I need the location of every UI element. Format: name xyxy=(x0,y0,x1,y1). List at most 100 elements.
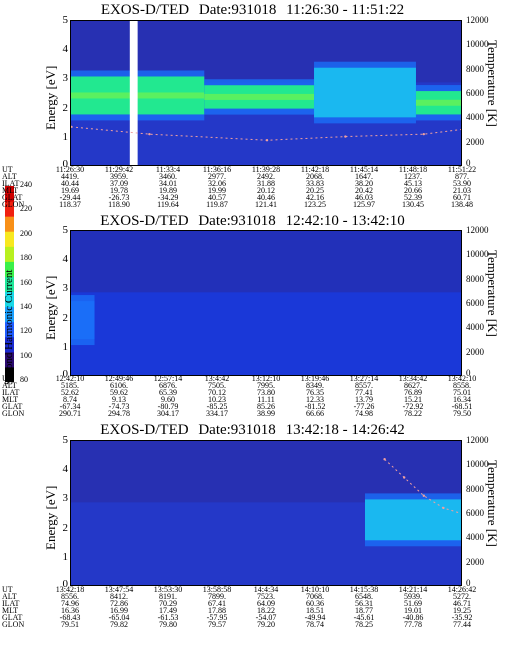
orbit-cell: 53.90 xyxy=(453,178,471,188)
orbit-row-label: ALT xyxy=(2,380,17,390)
orbit-cell: 13:19:46 xyxy=(300,374,330,383)
orbit-cell: 2977. xyxy=(208,171,226,181)
orbit-cell: 7505. xyxy=(208,380,226,390)
orbit-cell: 13:27:14 xyxy=(349,374,379,383)
colorbar-tick: 120 xyxy=(20,326,32,336)
panel-2-title-range: 12:42:10 - 13:42:10 xyxy=(285,213,405,229)
colorbar-tick: 140 xyxy=(20,302,32,311)
orbit-cell: 77.41 xyxy=(355,387,373,397)
orbit-cell: 8627. xyxy=(404,380,422,390)
orbit-cell: 76.89 xyxy=(404,387,422,397)
orbit-cell: 121.41 xyxy=(255,199,277,209)
orbit-cell: 2492. xyxy=(257,171,275,181)
orbit-cell: 8349. xyxy=(306,380,324,390)
orbit-cell: -68.43 xyxy=(59,612,81,622)
orbit-cell: -65.04 xyxy=(108,612,130,622)
panel-1-title-range: 11:26:30 - 11:51:22 xyxy=(286,2,405,18)
orbit-cell: 4419. xyxy=(61,171,79,181)
orbit-cell: 78.74 xyxy=(306,619,324,629)
y-tick-label: 4 xyxy=(62,463,69,476)
orbit-cell: 56.31 xyxy=(355,598,373,608)
y-tick-label: 5 xyxy=(62,434,69,446)
orbit-cell: -26.73 xyxy=(108,192,130,202)
orbit-cell: 52.62 xyxy=(61,387,79,397)
orbit-cell: 13.79 xyxy=(355,394,373,404)
right-tick-label: 2000 xyxy=(466,136,484,147)
right-tick-label: 4000 xyxy=(466,112,484,123)
energy-band xyxy=(71,301,95,340)
orbit-cell: 46.71 xyxy=(453,598,471,608)
y-tick-label: 0 xyxy=(62,578,69,590)
orbit-cell: 52.39 xyxy=(404,192,422,202)
orbit-cell: 59.62 xyxy=(110,387,128,397)
orbit-cell: 11:42:18 xyxy=(300,165,330,174)
orbit-cell: 13:42:18 xyxy=(55,585,85,594)
orbit-cell: 11:36:16 xyxy=(202,165,232,174)
orbit-cell: 13:42:10 xyxy=(447,374,477,383)
orbit-row-label: GLAT xyxy=(2,612,23,622)
orbit-cell: 14:4:34 xyxy=(253,585,279,594)
orbit-cell: 75.01 xyxy=(453,387,471,397)
orbit-cell: -29.44 xyxy=(59,192,81,202)
orbit-cell: 20.25 xyxy=(306,185,324,195)
orbit-cell: 74.96 xyxy=(61,598,79,608)
colorbar-tick: 220 xyxy=(20,204,32,214)
orbit-cell: 77.78 xyxy=(404,619,422,629)
colorbar-swatch xyxy=(5,321,14,338)
orbit-cell: -68.51 xyxy=(451,401,473,411)
colorbar-swatch xyxy=(5,351,14,368)
orbit-cell: -74.73 xyxy=(108,401,130,411)
orbit-cell: -72.92 xyxy=(402,401,424,411)
orbit-cell: 16.99 xyxy=(110,605,128,615)
orbit-cell: 38.99 xyxy=(257,408,275,418)
orbit-cell: 73.80 xyxy=(257,387,275,397)
right-tick-label: 10000 xyxy=(466,249,489,260)
orbit-cell: 1647. xyxy=(355,171,373,181)
orbit-cell: 19.78 xyxy=(110,185,128,195)
orbit-cell: 11:29:42 xyxy=(104,165,134,174)
y-tick-label: 3 xyxy=(62,492,69,505)
spectrogram-svg xyxy=(71,441,461,585)
right-tick-label: 2000 xyxy=(466,346,484,357)
orbit-cell: 1237. xyxy=(404,171,422,181)
spectrogram-upper-field xyxy=(71,441,461,503)
orbit-cell: 304.17 xyxy=(157,408,179,418)
orbit-cell: 7995. xyxy=(257,380,275,390)
orbit-cell: 119.64 xyxy=(157,199,179,209)
right-tick-label: 4000 xyxy=(466,322,484,333)
orbit-cell: 16.36 xyxy=(61,605,79,615)
orbit-cell: 12:42:10 xyxy=(55,374,85,383)
colorbar-tick: 80 xyxy=(20,375,28,385)
orbit-cell: 40.46 xyxy=(257,192,275,202)
orbit-cell: -67.34 xyxy=(59,401,81,411)
orbit-cell: 66.66 xyxy=(306,408,324,418)
panel-3-title-name: EXOS-D/TED xyxy=(100,422,189,438)
orbit-cell: 77.44 xyxy=(453,619,471,629)
orbit-cell: 125.97 xyxy=(353,199,375,209)
colorbar-tick: 180 xyxy=(20,253,32,263)
y-tick-label: 2 xyxy=(62,521,69,534)
orbit-row-label: MLT xyxy=(2,394,19,404)
orbit-cell: 294.78 xyxy=(108,408,130,418)
orbit-cell: 11:39:28 xyxy=(251,165,281,174)
orbit-row-label: ILAT xyxy=(2,598,20,608)
right-tick-label: 0 xyxy=(466,368,471,378)
orbit-cell: 13:4:42 xyxy=(204,374,230,383)
orbit-cell: 19.89 xyxy=(159,185,177,195)
data-gap xyxy=(129,21,138,165)
orbit-cell: 3460. xyxy=(159,171,177,181)
orbit-cell: 13:12:10 xyxy=(251,374,281,383)
orbit-cell: 13:47:54 xyxy=(104,585,134,594)
temperature-trace xyxy=(71,126,461,141)
orbit-cell: 60.36 xyxy=(306,598,324,608)
orbit-cell: 9.60 xyxy=(161,394,175,404)
orbit-cell: 11:45:14 xyxy=(349,165,379,174)
panel-2-spectrogram xyxy=(70,230,462,376)
orbit-cell: 8557. xyxy=(355,380,373,390)
orbit-cell: 70.29 xyxy=(159,598,177,608)
orbit-cell: -81.52 xyxy=(304,401,326,411)
orbit-cell: 7523. xyxy=(257,591,275,601)
y-tick-label: 4 xyxy=(62,253,69,266)
orbit-cell: 8558. xyxy=(453,380,471,390)
orbit-cell: 70.12 xyxy=(208,387,226,397)
